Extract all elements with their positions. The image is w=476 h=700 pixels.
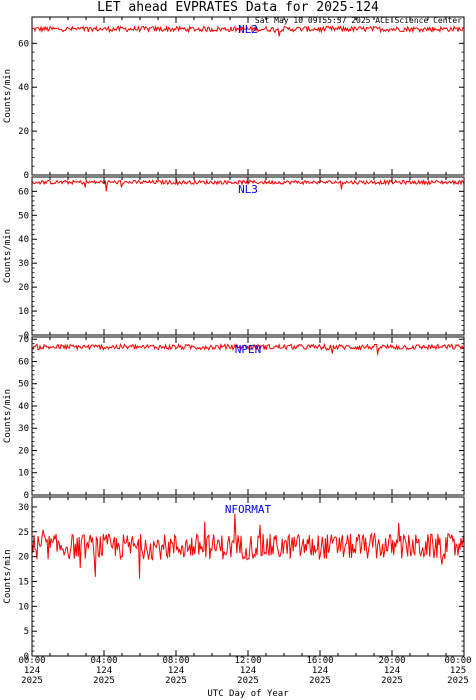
y-tick-label: 40	[18, 235, 29, 245]
y-tick-label: 5	[24, 627, 29, 637]
series-label: NPEN	[235, 343, 262, 356]
series-label: NFORMAT	[225, 503, 272, 516]
y-axis-label: Counts/min	[3, 549, 13, 603]
y-tick-label: 0	[24, 652, 29, 662]
y-tick-label: 40	[18, 83, 29, 93]
x-tick-year: 2025	[381, 676, 403, 686]
plot-frame	[31, 16, 465, 176]
x-tick-year: 2025	[447, 676, 469, 686]
y-tick-label: 30	[18, 503, 29, 513]
y-tick-label: 30	[18, 259, 29, 269]
series-label: NL3	[238, 183, 258, 196]
plot-frame	[31, 176, 465, 336]
series-line-npen	[31, 342, 465, 355]
x-tick-time: 12:00	[234, 656, 261, 666]
y-tick-label: 10	[18, 307, 29, 317]
x-tick-year: 2025	[237, 676, 259, 686]
y-tick-label: 60	[18, 357, 29, 367]
y-tick-label: 40	[18, 402, 29, 412]
x-tick-year: 2025	[21, 676, 43, 686]
y-tick-label: 60	[18, 187, 29, 197]
plot-frame	[31, 496, 465, 657]
x-tick-day: 124	[312, 666, 328, 676]
x-tick-time: 08:00	[162, 656, 189, 666]
x-tick-day: 124	[96, 666, 112, 676]
y-tick-label: 30	[18, 424, 29, 434]
panel-npen: 0 10 20 30 40 50 60 70 Counts/min NPEN	[3, 335, 465, 501]
series-line-nl2	[31, 24, 465, 37]
y-tick-label: 70	[18, 335, 29, 345]
y-tick-label: 15	[18, 577, 29, 587]
x-tick-year: 2025	[93, 676, 115, 686]
panel-nl3: 0 10 20 30 40 50 60 Counts/min NL3	[3, 176, 465, 341]
y-tick-label: 10	[18, 602, 29, 612]
x-tick-time: 16:00	[306, 656, 333, 666]
y-tick-label: 0	[24, 331, 29, 341]
x-tick-day: 125	[450, 666, 466, 676]
x-tick-day: 124	[24, 666, 40, 676]
series-label: NL2	[238, 23, 258, 36]
plot-frame	[31, 336, 465, 496]
y-tick-label: 60	[18, 39, 29, 49]
x-tick-day: 124	[384, 666, 400, 676]
x-axis-labels: 00:00124202504:00124202508:00124202512:0…	[18, 656, 471, 686]
chart-title: LET ahead EVPRATES Data for 2025-124	[97, 0, 379, 15]
y-tick-label: 25	[18, 528, 29, 538]
x-tick-time: 20:00	[378, 656, 405, 666]
y-tick-label: 20	[18, 553, 29, 563]
series-line-nformat	[31, 513, 465, 579]
panels: 0204060Counts/minNL20102030405060Counts/…	[3, 16, 465, 662]
panel-nl2: 0 20 40 60 Counts/min NL2	[3, 16, 465, 181]
y-tick-label: 20	[18, 127, 29, 137]
x-tick-year: 2025	[165, 676, 187, 686]
x-tick-day: 124	[240, 666, 256, 676]
y-tick-label: 0	[24, 171, 29, 181]
y-axis-label: Counts/min	[3, 229, 13, 283]
panel-nformat: 0 5 10 15 20 25 30 Counts/min NFORMAT	[3, 496, 465, 662]
x-tick-day: 124	[168, 666, 184, 676]
y-axis-label: Counts/min	[3, 69, 13, 123]
x-tick-time: 00:00	[18, 656, 45, 666]
y-tick-label: 20	[18, 283, 29, 293]
y-tick-label: 10	[18, 469, 29, 479]
y-tick-label: 50	[18, 380, 29, 390]
x-tick-time: 00:00	[444, 656, 471, 666]
y-tick-label: 20	[18, 446, 29, 456]
x-tick-year: 2025	[309, 676, 331, 686]
y-tick-label: 50	[18, 211, 29, 221]
y-tick-label: 0	[24, 491, 29, 501]
x-tick-time: 04:00	[90, 656, 117, 666]
y-axis-label: Counts/min	[3, 389, 13, 443]
x-axis-title: UTC Day of Year	[207, 689, 289, 699]
generation-timestamp: Sat May 10 09:55:37 2025 ACE Science Cen…	[255, 16, 462, 25]
